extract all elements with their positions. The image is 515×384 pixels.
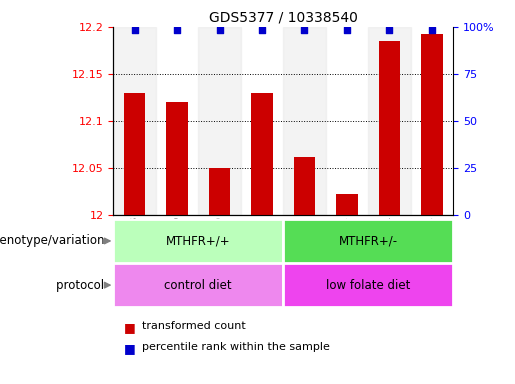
Bar — [379, 41, 400, 215]
Point — [428, 26, 436, 33]
Bar — [124, 93, 145, 215]
Text: transformed count: transformed count — [142, 321, 245, 331]
Bar — [421, 35, 442, 215]
Bar — [294, 157, 315, 215]
Bar — [113, 263, 283, 307]
Text: protocol: protocol — [56, 279, 108, 291]
Bar — [283, 263, 453, 307]
Bar — [251, 93, 272, 215]
Bar — [283, 219, 453, 263]
Point — [173, 26, 181, 33]
Text: MTHFR+/+: MTHFR+/+ — [166, 235, 231, 247]
Point — [385, 26, 393, 33]
Text: MTHFR+/-: MTHFR+/- — [339, 235, 398, 247]
Bar — [368, 27, 410, 215]
Point — [215, 26, 224, 33]
Text: percentile rank within the sample: percentile rank within the sample — [142, 342, 330, 352]
Text: low folate diet: low folate diet — [326, 279, 410, 291]
Bar — [113, 219, 283, 263]
Point — [258, 26, 266, 33]
Point — [343, 26, 351, 33]
Bar — [166, 102, 187, 215]
Bar — [209, 168, 230, 215]
Bar — [336, 194, 357, 215]
Point — [300, 26, 308, 33]
Text: ■: ■ — [124, 342, 135, 355]
Text: genotype/variation: genotype/variation — [0, 235, 108, 247]
Text: ■: ■ — [124, 321, 135, 334]
Title: GDS5377 / 10338540: GDS5377 / 10338540 — [209, 10, 358, 24]
Bar — [113, 27, 156, 215]
Bar — [283, 27, 325, 215]
Text: control diet: control diet — [164, 279, 232, 291]
Point — [130, 26, 139, 33]
Bar — [198, 27, 241, 215]
